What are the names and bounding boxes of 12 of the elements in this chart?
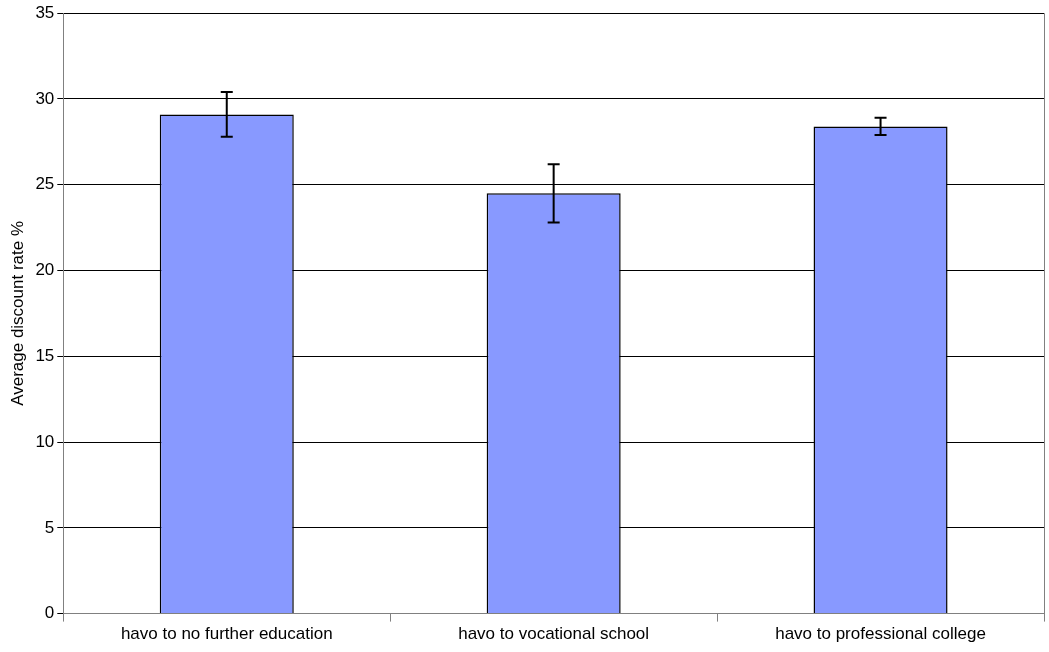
- x-tick-label: havo to no further education: [120, 624, 333, 644]
- y-tick-label: 25: [35, 174, 55, 194]
- y-tick-label: 15: [35, 345, 55, 365]
- y-tick-label: 30: [35, 88, 55, 108]
- y-tick-label: 5: [44, 517, 55, 537]
- y-tick-label: 35: [35, 2, 55, 22]
- x-tick-label: havo to vocational school: [458, 624, 650, 644]
- y-tick-label: 20: [35, 260, 55, 280]
- y-tick-label: 0: [44, 603, 55, 623]
- y-axis-title: Average discount rate %: [7, 220, 27, 406]
- x-tick-label: havo to professional college: [775, 624, 986, 644]
- y-tick-label: 10: [35, 431, 55, 451]
